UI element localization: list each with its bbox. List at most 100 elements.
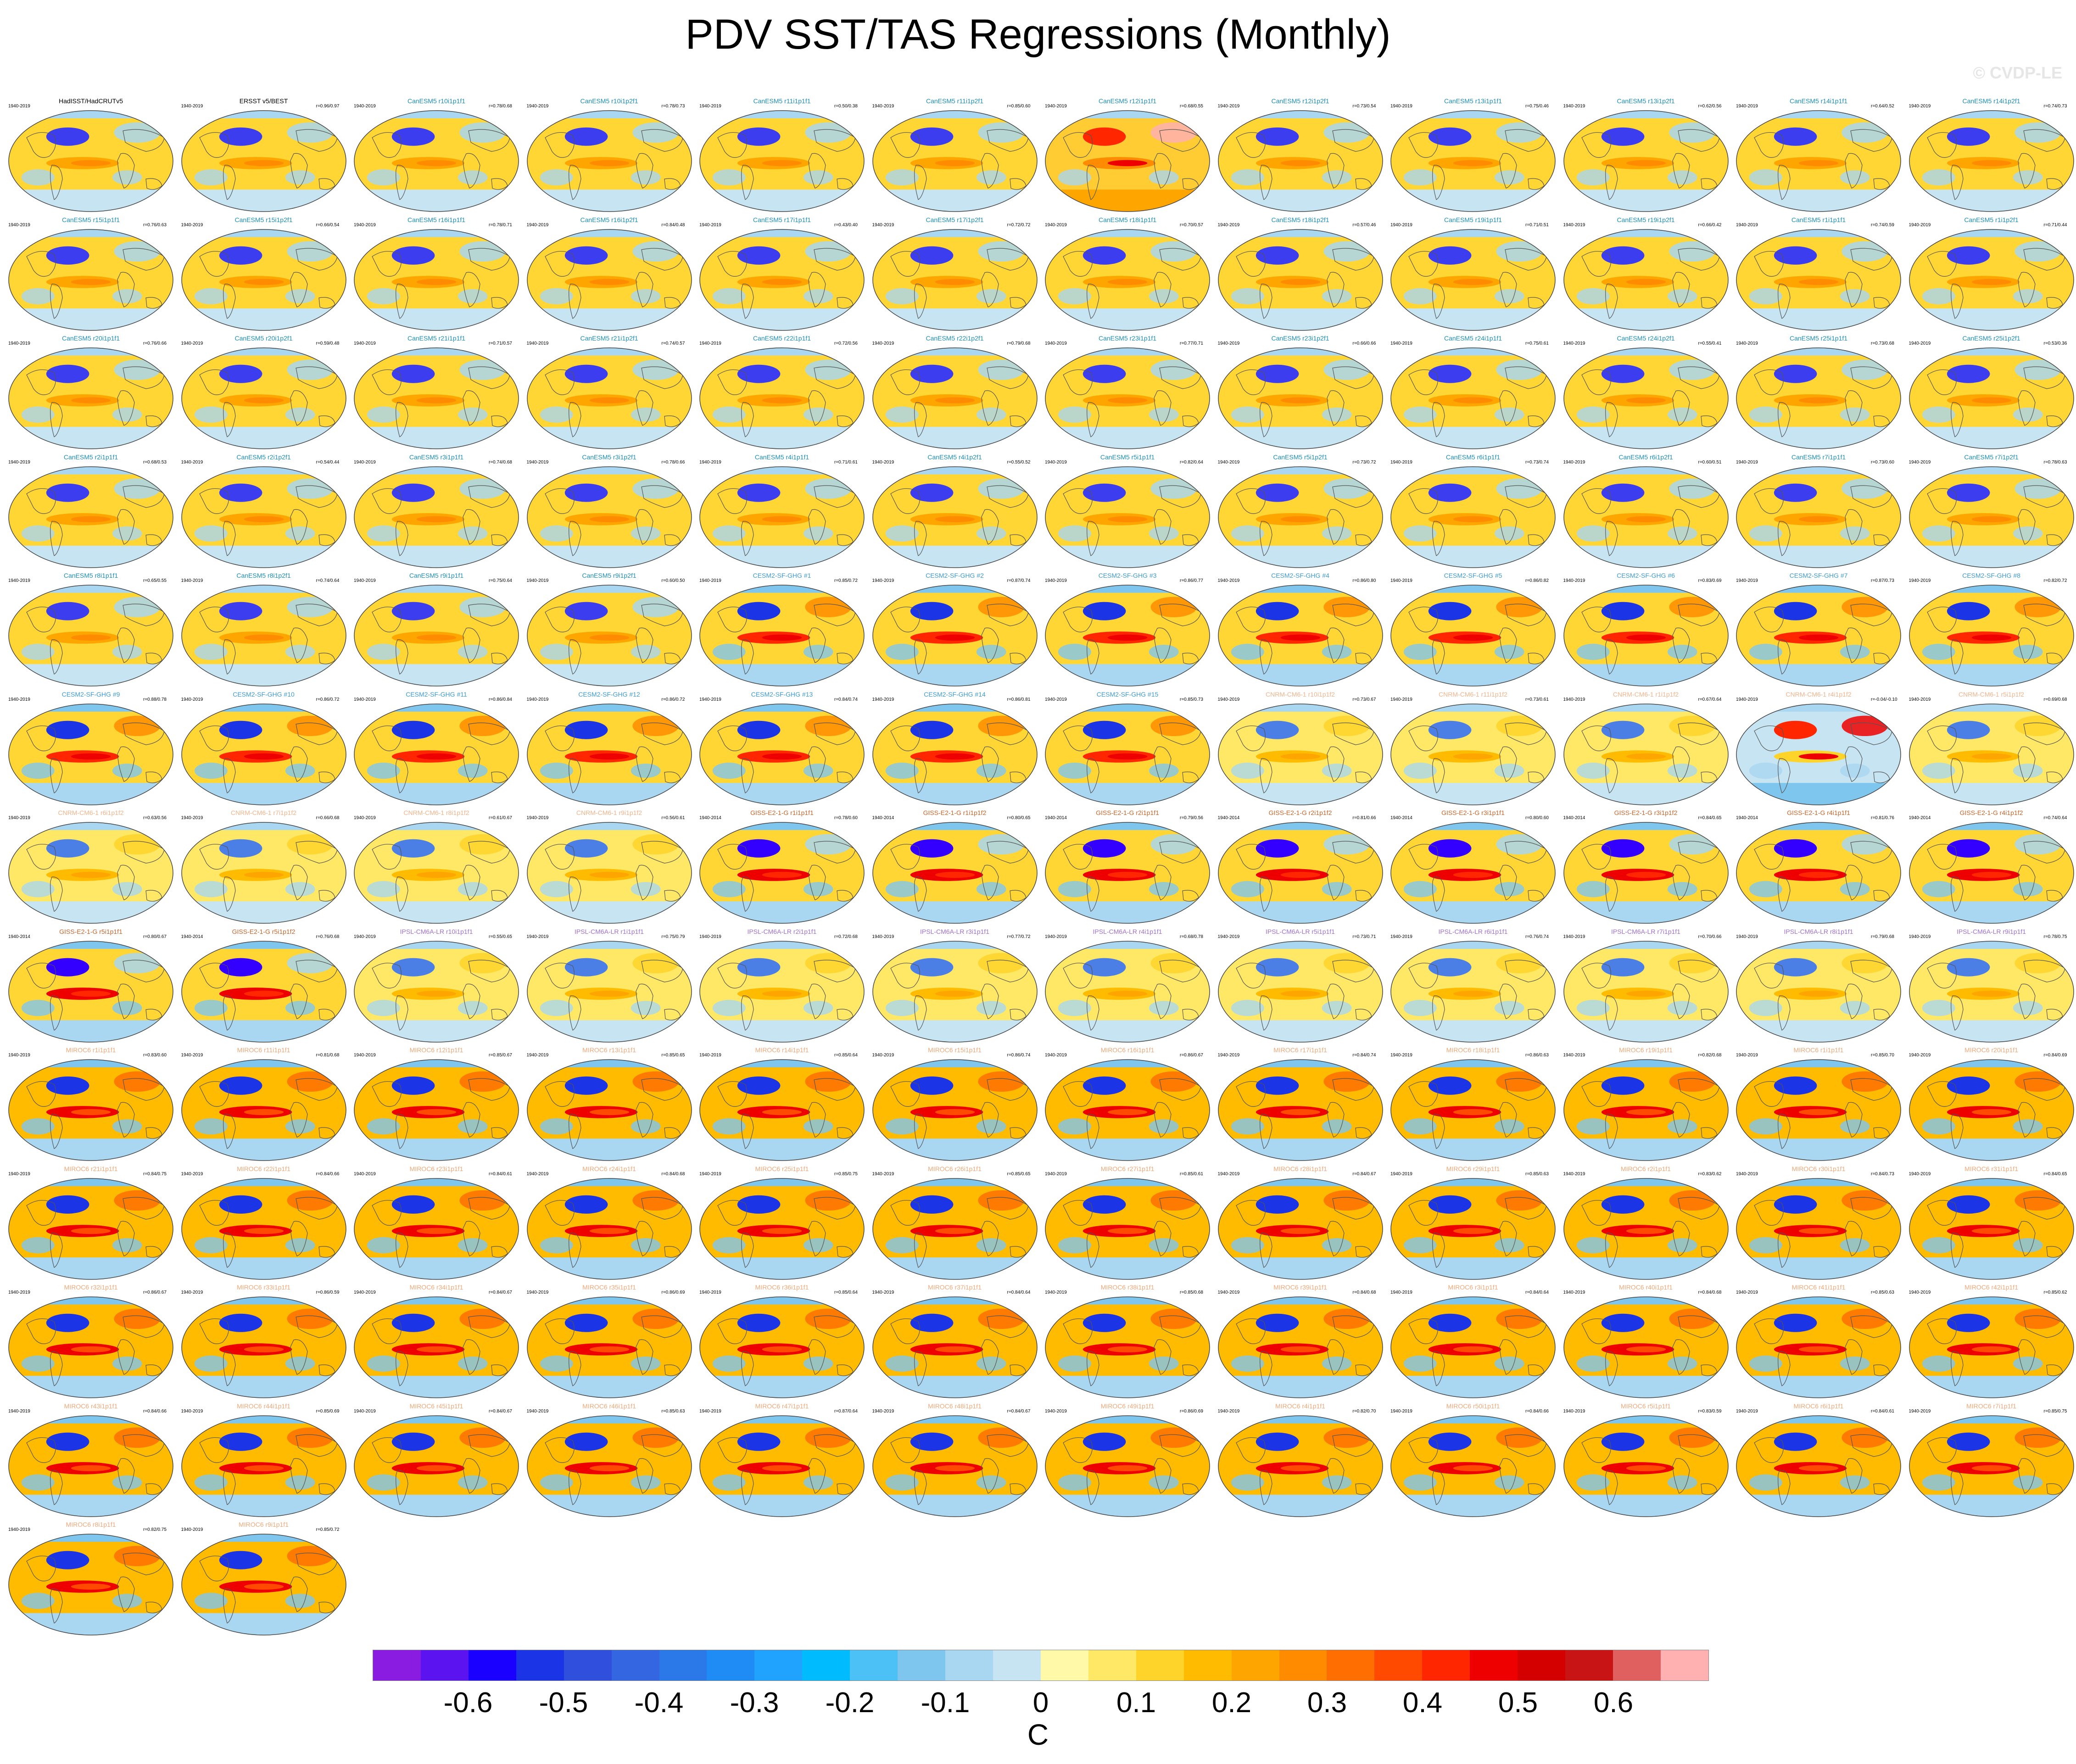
colorbar-swatch	[1231, 1650, 1279, 1680]
colorbar-swatch	[468, 1650, 516, 1680]
map-panel-title: MIROC6 r17i1p1f1	[1273, 1046, 1327, 1054]
regression-map	[8, 1178, 173, 1280]
map-panel-title: CanESM5 r20i1p1f1	[61, 335, 120, 342]
map-panel-title: CanESM5 r2i1p1f1	[63, 453, 118, 461]
map-panel-period: 1940-2019	[8, 104, 30, 109]
map-panel-title: CESM2-SF-GHG #12	[578, 690, 640, 698]
map-panel-title: CanESM5 r11i1p1f1	[753, 97, 811, 105]
map-panel-period: 1940-2019	[699, 459, 721, 465]
map-panel-title: MIROC6 r9i1p1f1	[239, 1521, 289, 1528]
regression-map	[1045, 1178, 1210, 1280]
map-panel-period: 1940-2014	[1736, 815, 1758, 821]
map-panel-correlation: r=0.85/0.67	[489, 1053, 512, 1058]
regression-map	[1390, 940, 1556, 1043]
map-panel-title: CNRM-CM6-1 r8i1p1f2	[403, 809, 469, 816]
map-panel-correlation: r=0.50/0.38	[834, 104, 858, 109]
map-panel-period: 1940-2019	[1736, 104, 1758, 109]
map-panel-period: 1940-2019	[181, 1527, 203, 1532]
map-panel-period: 1940-2019	[1736, 341, 1758, 346]
regression-map	[1736, 703, 1901, 805]
map-panel-title: GISS-E2-1-G r2i1p1f1	[1096, 809, 1159, 816]
map-panel-period: 1940-2019	[1736, 1171, 1758, 1177]
map-panel-title: CESM2-SF-GHG #15	[1096, 690, 1159, 698]
regression-map	[8, 703, 173, 805]
map-panel-period: 1940-2019	[872, 459, 894, 465]
map-panel-period: 1940-2019	[1045, 934, 1067, 939]
map-panel-period: 1940-2019	[8, 815, 30, 821]
map-panel-correlation: r=0.86/0.67	[143, 1290, 167, 1295]
map-panel-correlation: r=0.70/0.66	[1698, 934, 1722, 939]
map-panel-correlation: r=0.78/0.63	[2043, 459, 2067, 465]
map-panel-period: 1940-2019	[1045, 1053, 1067, 1058]
map-panel-correlation: r=0.76/0.68	[316, 934, 340, 939]
map-panel-correlation: r=0.85/0.72	[834, 578, 858, 583]
regression-map	[872, 585, 1038, 687]
map-panel-title: CanESM5 r12i1p1f1	[1098, 97, 1157, 105]
colorbar-tick-label: -0.6	[443, 1687, 493, 1719]
map-panel-title: MIROC6 r50i1p1f1	[1446, 1402, 1500, 1410]
map-panel-title: CanESM5 r21i1p2f1	[580, 335, 638, 342]
map-panel-title: CESM2-SF-GHG #4	[1271, 572, 1329, 579]
regression-map	[1563, 822, 1729, 924]
map-panel-title: MIROC6 r24i1p1f1	[582, 1165, 636, 1172]
map-panel-title: MIROC6 r14i1p1f1	[755, 1046, 809, 1054]
regression-map	[1217, 110, 1383, 212]
map-panel-title: CanESM5 r8i1p2f1	[236, 572, 291, 579]
map-panel-period: 1940-2019	[1390, 104, 1412, 109]
map-panel-period: 1940-2019	[1390, 222, 1412, 228]
page-title: PDV SST/TAS Regressions (Monthly)	[685, 11, 1391, 58]
map-panel-correlation: r=0.85/0.65	[1007, 1171, 1031, 1177]
map-panel-title: IPSL-CM6A-LR r8i1p1f1	[1784, 927, 1853, 935]
map-panel-correlation: r=0.78/0.60	[834, 815, 858, 821]
colorbar-swatch	[373, 1650, 421, 1680]
regression-map	[1736, 1296, 1901, 1398]
colorbar-swatch	[564, 1650, 612, 1680]
map-panel-period: 1940-2019	[1045, 104, 1067, 109]
map-panel-title: MIROC6 r19i1p1f1	[1619, 1046, 1673, 1054]
map-panel-correlation: r=0.86/0.82	[1525, 578, 1549, 583]
map-panel-title: CanESM5 r7i1p2f1	[1964, 453, 2019, 461]
regression-map	[181, 940, 346, 1043]
map-panel-correlation: r=0.84/0.69	[2043, 1053, 2067, 1058]
colorbar-swatch	[1088, 1650, 1136, 1680]
map-panel-title: CESM2-SF-GHG #1	[753, 572, 811, 579]
map-panel-title: MIROC6 r3i1p1f1	[1448, 1284, 1498, 1291]
map-panel-period: 1940-2019	[1736, 697, 1758, 702]
regression-map	[1736, 585, 1901, 687]
map-panel-correlation: r=0.85/0.75	[834, 1171, 858, 1177]
map-panel-correlation: r=0.82/0.64	[1180, 459, 1203, 465]
map-panel-period: 1940-2019	[526, 222, 549, 228]
map-panel-period: 1940-2019	[181, 1171, 203, 1177]
map-panel-title: CESM2-SF-GHG #8	[1962, 572, 2020, 579]
map-panel-title: CanESM5 r7i1p1f1	[1791, 453, 1846, 461]
regression-map	[872, 229, 1038, 331]
map-panel-correlation: r=0.72/0.56	[834, 341, 858, 346]
regression-map	[526, 347, 692, 449]
map-panel-title: CESM2-SF-GHG #9	[61, 690, 120, 698]
map-panel-title: CanESM5 r25i1p1f1	[1789, 335, 1848, 342]
map-panel-correlation: r=0.84/0.66	[316, 1171, 340, 1177]
map-panel-period: 1940-2019	[526, 815, 549, 821]
colorbar-tick-label: -0.4	[634, 1687, 684, 1719]
map-panel-period: 1940-2019	[181, 459, 203, 465]
map-panel-correlation: r=0.86/0.69	[1180, 1408, 1203, 1414]
map-panel-correlation: r=0.73/0.60	[1871, 459, 1894, 465]
map-panel-correlation: r=0.74/0.64	[316, 578, 340, 583]
map-panel-correlation: r=0.87/0.73	[1871, 578, 1894, 583]
regression-map	[8, 822, 173, 924]
map-panel-correlation: r=0.84/0.65	[1698, 815, 1722, 821]
regression-map	[8, 585, 173, 687]
regression-map	[1217, 229, 1383, 331]
map-panel-correlation: r=0.85/0.62	[2043, 1290, 2067, 1295]
map-panel-title: GISS-E2-1-G r3i1p1f1	[1441, 809, 1505, 816]
map-panel-correlation: r=0.75/0.64	[489, 578, 512, 583]
regression-map	[872, 822, 1038, 924]
map-panel-title: MIROC6 r44i1p1f1	[237, 1402, 290, 1410]
regression-map	[8, 1415, 173, 1517]
map-panel-title: CanESM5 r5i1p2f1	[1273, 453, 1328, 461]
map-panel-correlation: r=0.84/0.68	[1352, 1290, 1376, 1295]
map-panel-correlation: r=0.55/0.41	[1698, 341, 1722, 346]
map-panel-period: 1940-2014	[1909, 815, 1931, 821]
map-panel-period: 1940-2019	[181, 1290, 203, 1295]
map-panel-period: 1940-2019	[181, 104, 203, 109]
